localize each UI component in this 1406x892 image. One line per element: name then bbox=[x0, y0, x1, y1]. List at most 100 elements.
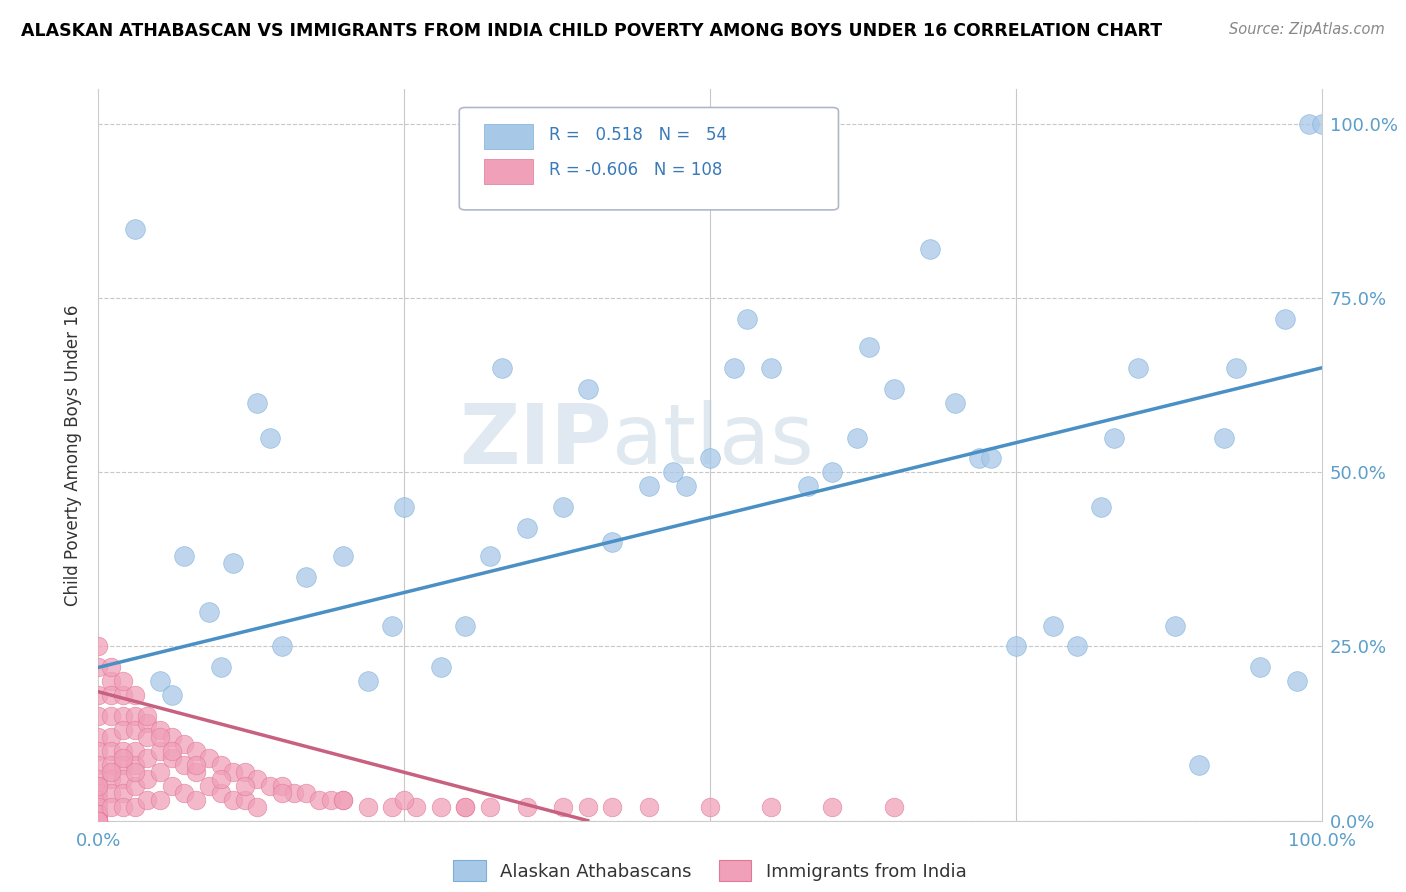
Point bbox=[699, 799, 721, 814]
Point bbox=[149, 730, 172, 744]
Point bbox=[87, 786, 110, 800]
Point bbox=[761, 360, 783, 375]
Point bbox=[1128, 360, 1150, 375]
Point bbox=[209, 786, 232, 800]
Point bbox=[381, 618, 404, 632]
Point bbox=[319, 793, 342, 807]
Point bbox=[270, 640, 294, 654]
Point bbox=[87, 806, 110, 821]
Point bbox=[356, 674, 378, 689]
Point bbox=[1188, 758, 1211, 772]
Point bbox=[920, 243, 942, 257]
Point bbox=[87, 799, 110, 814]
Point bbox=[87, 779, 110, 793]
Point bbox=[553, 500, 575, 515]
Point bbox=[87, 758, 110, 772]
Point bbox=[124, 688, 146, 702]
Point bbox=[100, 660, 122, 674]
Point bbox=[638, 479, 661, 493]
Bar bbox=[484, 124, 533, 149]
Point bbox=[515, 521, 537, 535]
Legend: Alaskan Athabascans, Immigrants from India: Alaskan Athabascans, Immigrants from Ind… bbox=[453, 860, 967, 881]
Point bbox=[821, 466, 844, 480]
Point bbox=[100, 674, 122, 689]
Point bbox=[430, 799, 453, 814]
Point bbox=[1164, 618, 1187, 632]
Point bbox=[638, 799, 661, 814]
Point bbox=[149, 764, 172, 779]
Text: atlas: atlas bbox=[612, 400, 814, 481]
Point bbox=[430, 660, 453, 674]
Point bbox=[332, 549, 354, 563]
Point bbox=[100, 764, 122, 779]
Point bbox=[515, 799, 537, 814]
Point bbox=[186, 793, 208, 807]
Point bbox=[87, 640, 110, 654]
Point bbox=[1274, 312, 1296, 326]
Point bbox=[233, 779, 256, 793]
Point bbox=[797, 479, 820, 493]
Point bbox=[1042, 618, 1064, 632]
Y-axis label: Child Poverty Among Boys Under 16: Child Poverty Among Boys Under 16 bbox=[65, 304, 83, 606]
Bar bbox=[484, 159, 533, 185]
Point bbox=[87, 806, 110, 821]
Point bbox=[845, 430, 868, 444]
Point bbox=[100, 709, 122, 723]
Point bbox=[295, 570, 318, 584]
Point bbox=[87, 709, 110, 723]
Point bbox=[111, 674, 134, 689]
Point bbox=[149, 793, 172, 807]
Point bbox=[124, 723, 146, 737]
Point bbox=[454, 799, 477, 814]
Point bbox=[259, 779, 281, 793]
Point bbox=[111, 786, 134, 800]
Point bbox=[136, 751, 159, 765]
Point bbox=[883, 382, 905, 396]
Point bbox=[967, 451, 990, 466]
Point bbox=[209, 758, 232, 772]
Point bbox=[392, 793, 416, 807]
Point bbox=[136, 793, 159, 807]
Point bbox=[943, 395, 966, 409]
Point bbox=[675, 479, 697, 493]
Point bbox=[124, 744, 146, 758]
Point bbox=[149, 723, 172, 737]
Point bbox=[491, 360, 513, 375]
Point bbox=[332, 793, 354, 807]
Point bbox=[160, 688, 183, 702]
Point bbox=[1310, 117, 1333, 131]
Point bbox=[295, 786, 318, 800]
Point bbox=[246, 395, 269, 409]
Point bbox=[149, 744, 172, 758]
Point bbox=[821, 799, 844, 814]
Point bbox=[356, 799, 378, 814]
Point bbox=[600, 799, 623, 814]
Point bbox=[100, 758, 122, 772]
Point bbox=[111, 758, 134, 772]
Point bbox=[662, 466, 685, 480]
Point bbox=[124, 758, 146, 772]
FancyBboxPatch shape bbox=[460, 108, 838, 210]
Point bbox=[87, 806, 110, 821]
Point bbox=[197, 751, 219, 765]
Point bbox=[111, 723, 134, 737]
Point bbox=[100, 772, 122, 786]
Point bbox=[111, 709, 134, 723]
Point bbox=[186, 758, 208, 772]
Point bbox=[478, 549, 501, 563]
Point bbox=[222, 556, 245, 570]
Point bbox=[980, 451, 1002, 466]
Point bbox=[1212, 430, 1234, 444]
Point bbox=[87, 744, 110, 758]
Point bbox=[197, 605, 219, 619]
Point bbox=[553, 799, 575, 814]
Point bbox=[209, 660, 232, 674]
Point bbox=[381, 799, 404, 814]
Point bbox=[136, 730, 159, 744]
Point bbox=[124, 221, 146, 235]
Point bbox=[124, 779, 146, 793]
Point bbox=[186, 744, 208, 758]
Point bbox=[111, 744, 134, 758]
Point bbox=[259, 430, 281, 444]
Point bbox=[246, 772, 269, 786]
